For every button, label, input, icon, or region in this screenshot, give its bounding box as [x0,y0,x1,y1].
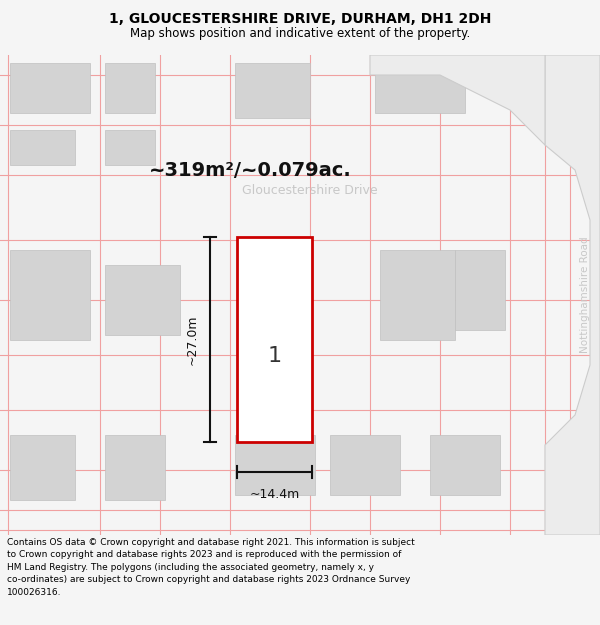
Bar [455,250,505,330]
Text: ~319m²/~0.079ac.: ~319m²/~0.079ac. [149,161,352,179]
Bar [10,250,90,340]
Text: 1, GLOUCESTERSHIRE DRIVE, DURHAM, DH1 2DH: 1, GLOUCESTERSHIRE DRIVE, DURHAM, DH1 2D… [109,12,491,26]
Bar [105,130,155,165]
Bar [237,237,312,442]
Text: Contains OS data © Crown copyright and database right 2021. This information is : Contains OS data © Crown copyright and d… [7,538,415,597]
Bar [105,63,155,113]
Text: Map shows position and indicative extent of the property.: Map shows position and indicative extent… [130,27,470,39]
Bar [430,435,500,495]
Polygon shape [370,55,545,145]
Text: Nottinghamshire Road: Nottinghamshire Road [580,237,590,353]
Text: 1: 1 [268,346,281,366]
Bar [330,435,400,495]
Bar [375,63,465,113]
Bar [235,63,310,118]
Text: Gloucestershire Drive: Gloucestershire Drive [242,184,378,196]
Bar [235,435,315,495]
Bar [245,252,304,342]
Bar [105,435,165,500]
Text: ~27.0m: ~27.0m [185,314,199,365]
Polygon shape [545,55,600,535]
Bar [10,130,75,165]
Bar [10,435,75,500]
Bar [105,265,180,335]
Text: ~14.4m: ~14.4m [250,488,299,501]
Bar [10,63,90,113]
Bar [380,250,455,340]
